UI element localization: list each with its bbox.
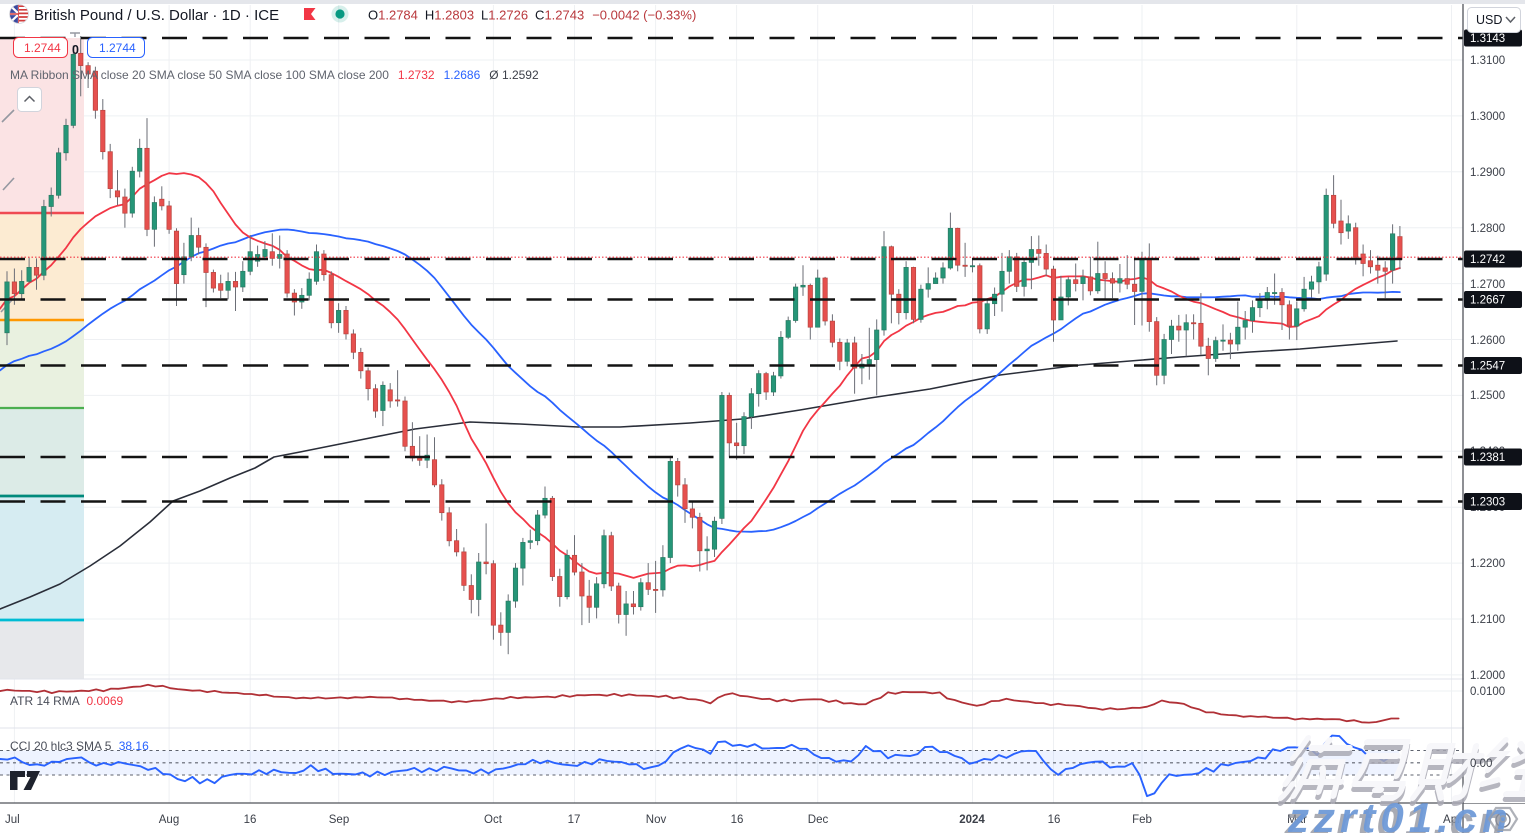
svg-text:Nov: Nov [646, 814, 667, 826]
svg-text:CCI 20 hlc3 SMA 5 38.16: CCI 20 hlc3 SMA 5 38.16 [10, 739, 149, 753]
svg-text:Feb: Feb [1132, 814, 1152, 826]
svg-text:Mar: Mar [1287, 814, 1307, 826]
svg-text:1.2500: 1.2500 [1470, 390, 1505, 402]
svg-text:Aug: Aug [159, 814, 179, 826]
svg-text:1.2744: 1.2744 [24, 41, 61, 55]
svg-text:Oct: Oct [484, 814, 503, 826]
svg-text:17: 17 [568, 814, 581, 826]
svg-text:0.0100: 0.0100 [1470, 686, 1505, 698]
svg-text:1.2742: 1.2742 [1470, 254, 1505, 266]
svg-text:1.2744: 1.2744 [99, 41, 136, 55]
svg-text:1.3143: 1.3143 [1470, 33, 1505, 45]
svg-text:1.2200: 1.2200 [1470, 558, 1505, 570]
svg-text:1.2303: 1.2303 [1470, 497, 1505, 509]
svg-text:Apr: Apr [1443, 814, 1461, 826]
svg-text:16: 16 [1048, 814, 1061, 826]
svg-text:0.00: 0.00 [1470, 758, 1492, 770]
svg-text:zzrt01.cn: zzrt01.cn [1287, 794, 1513, 833]
svg-text:0: 0 [72, 43, 79, 57]
svg-text:British Pound / U.S. Dollar ·: British Pound / U.S. Dollar · 1D · ICE [34, 7, 279, 24]
svg-text:1.2600: 1.2600 [1470, 335, 1505, 347]
svg-text:ATR 14 RMA 0.0069: ATR 14 RMA 0.0069 [10, 694, 123, 708]
svg-text:1.2700: 1.2700 [1470, 279, 1505, 291]
svg-text:2024: 2024 [959, 814, 985, 826]
svg-text:Sep: Sep [329, 814, 349, 826]
svg-text:1.3100: 1.3100 [1470, 55, 1505, 67]
svg-text:16: 16 [244, 814, 257, 826]
svg-text:1.2667: 1.2667 [1470, 295, 1505, 307]
svg-text:1.2381: 1.2381 [1470, 452, 1505, 464]
svg-text:Dec: Dec [808, 814, 829, 826]
svg-text:USD: USD [1476, 13, 1502, 27]
svg-text:1.2900: 1.2900 [1470, 167, 1505, 179]
svg-text:1.2800: 1.2800 [1470, 223, 1505, 235]
svg-text:zzrt01.cn: zzrt01.cn [1283, 798, 1509, 833]
svg-text:Jul: Jul [5, 814, 20, 826]
svg-text:1.3000: 1.3000 [1470, 111, 1505, 123]
svg-text:MA Ribbon SMA close 20 SMA clo: MA Ribbon SMA close 20 SMA close 50 SMA … [10, 68, 539, 82]
svg-text:16: 16 [731, 814, 744, 826]
svg-text:1.2000: 1.2000 [1470, 670, 1505, 682]
svg-text:1.2100: 1.2100 [1470, 614, 1505, 626]
svg-text:1.2547: 1.2547 [1470, 361, 1505, 373]
